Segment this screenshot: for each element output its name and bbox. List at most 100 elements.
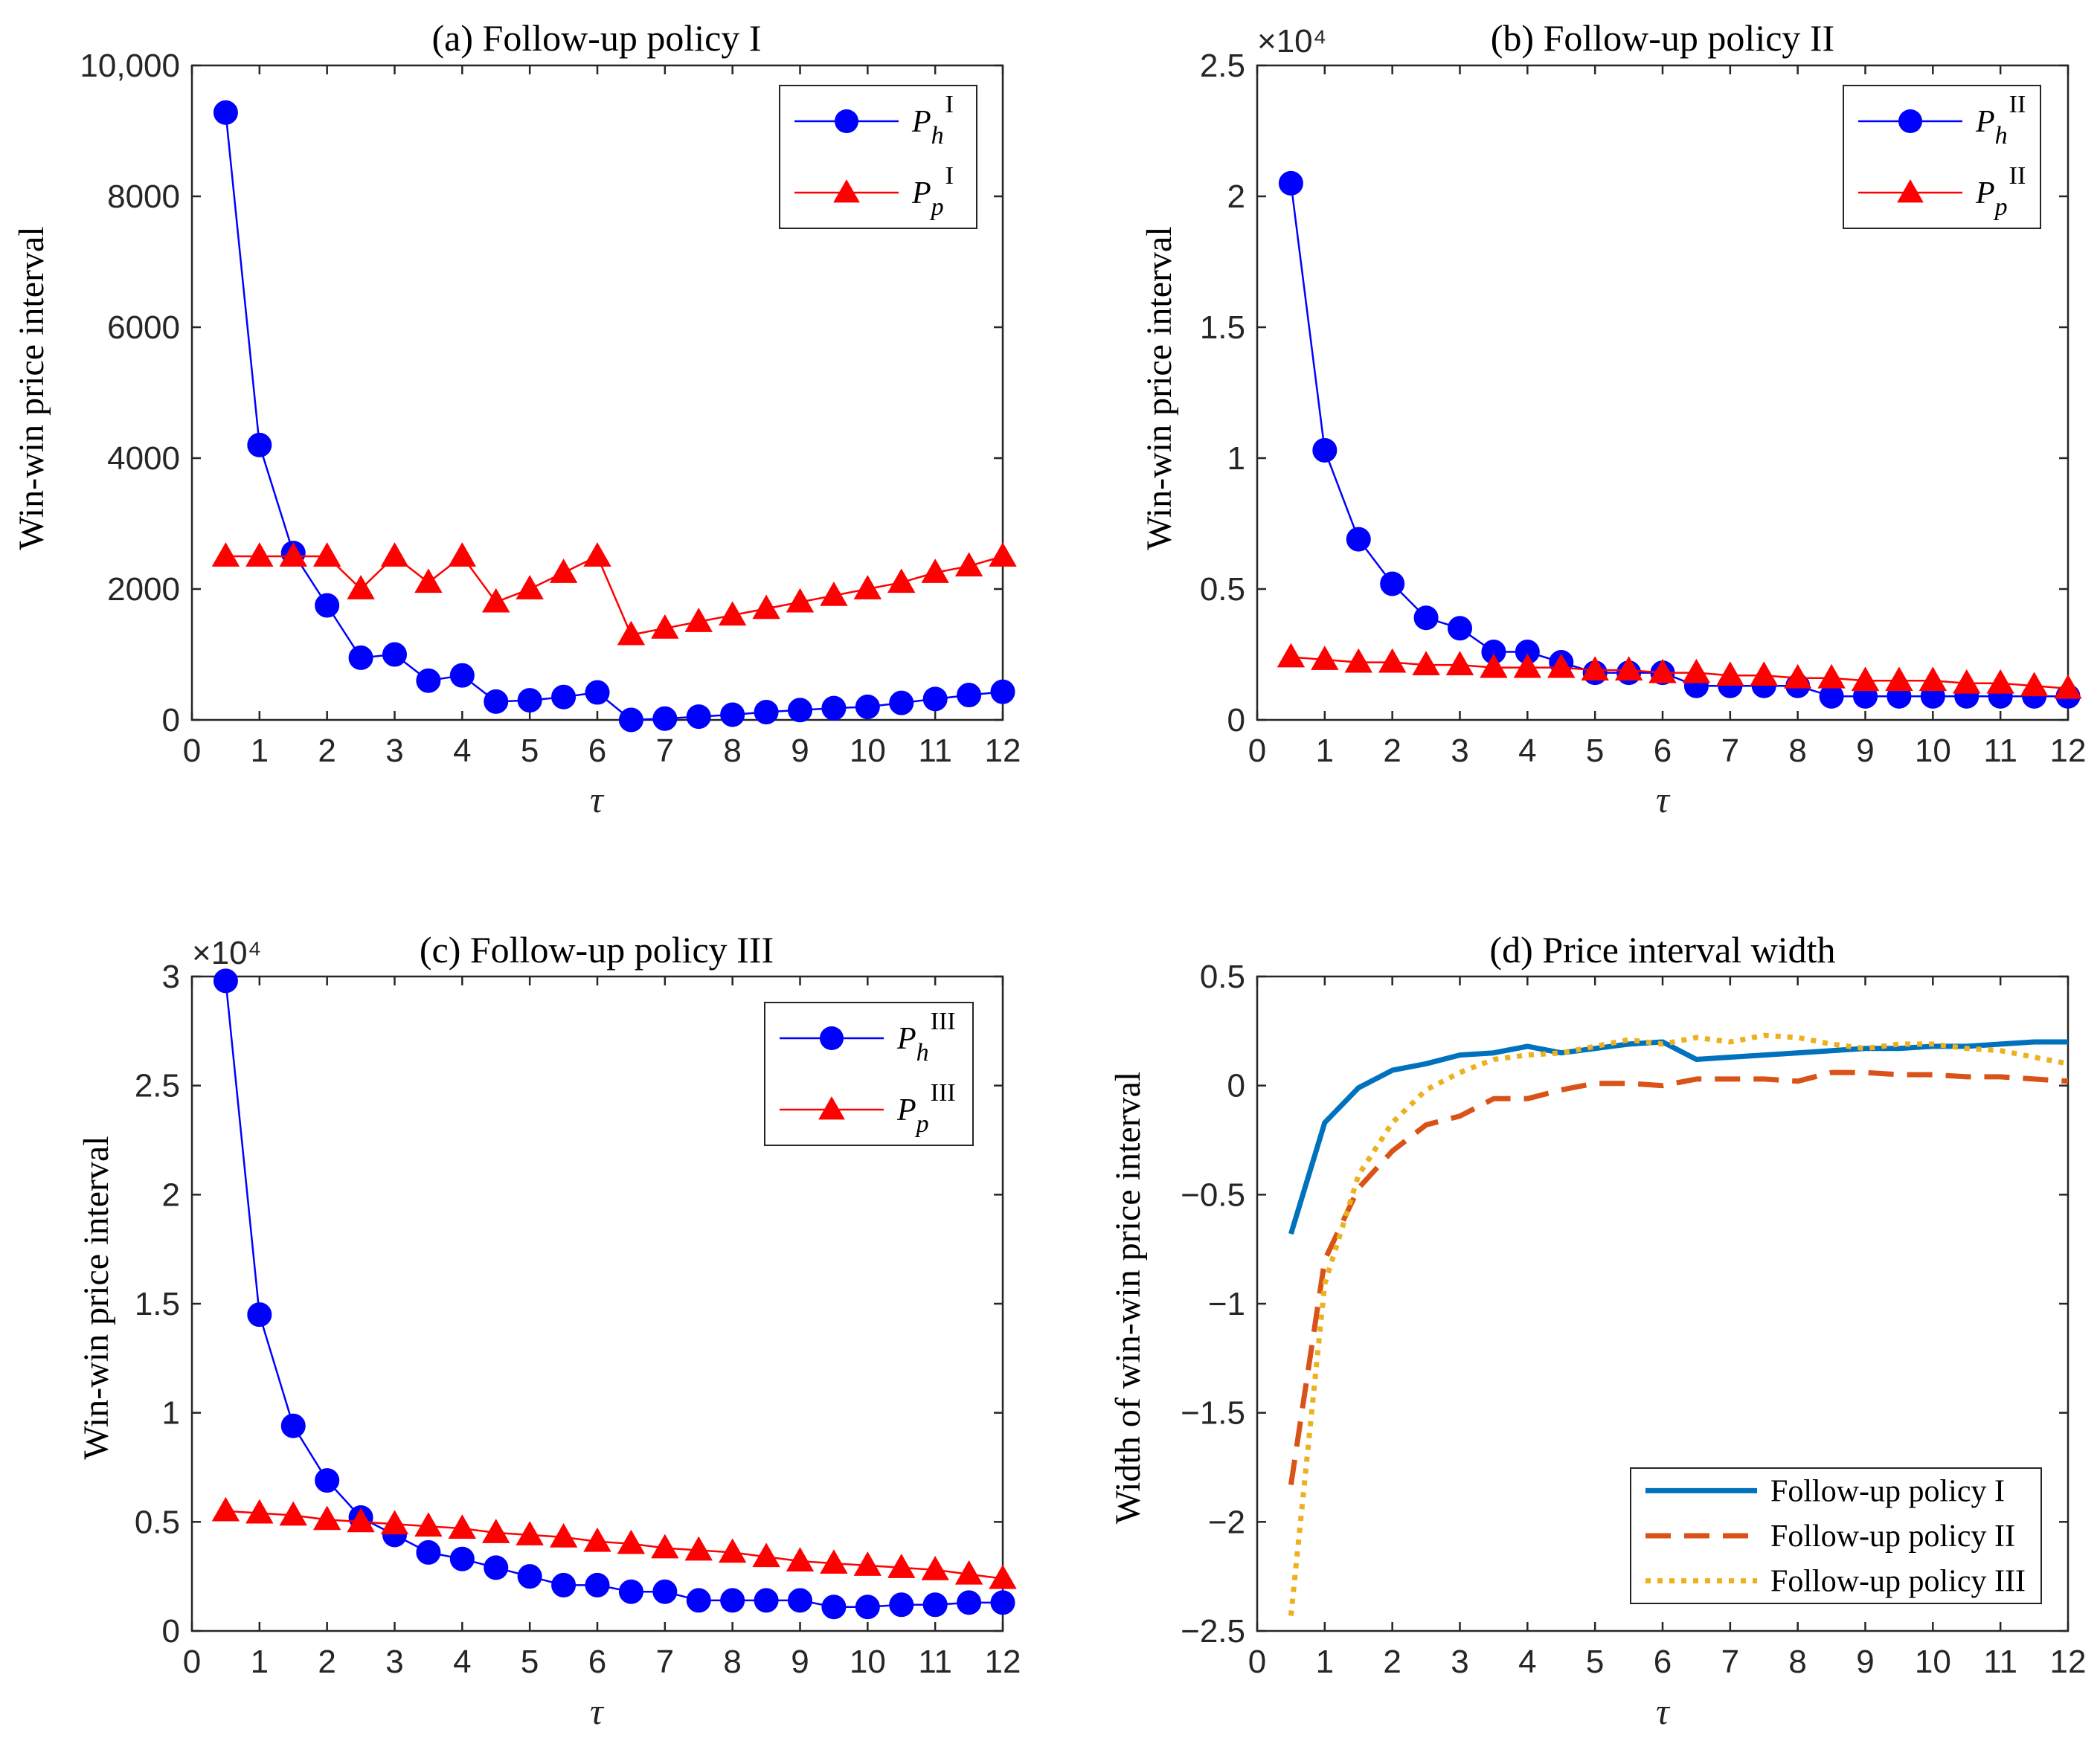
x-tick-label: 3 [385,733,403,769]
data-point [484,1555,509,1580]
legend-marker-0 [820,1026,844,1050]
x-tick-label: 8 [1788,733,1806,769]
legend-marker-0 [1898,109,1922,133]
data-point [754,699,779,724]
data-point [1953,669,1981,694]
y-tick-label: 1.5 [135,1286,180,1322]
data-point [315,593,340,618]
data-point [684,608,713,632]
y-tick-label: 0 [162,1613,180,1650]
legend-label-1: PpII [1975,162,2026,221]
data-point [786,588,815,613]
x-tick-label: 9 [1856,733,1874,769]
x-tick-label: 6 [1654,1644,1672,1680]
data-point [416,1539,441,1565]
data-point [1648,658,1677,683]
data-point [245,1499,274,1524]
x-tick-label: 10 [1915,733,1951,769]
series-line-d-0 [1288,1039,2068,1235]
data-point [853,1551,882,1576]
ylabel-c: Win-win price interval [77,1136,116,1459]
data-point [922,1592,948,1618]
data-point [1448,616,1472,641]
data-point [1277,643,1306,668]
data-point [718,1538,747,1563]
x-tick-label: 2 [1383,1644,1401,1680]
data-point [312,1505,341,1531]
x-tick-label: 5 [521,733,539,769]
data-point [380,542,409,567]
x-tick-label: 11 [1983,1644,2017,1680]
data-point [1750,661,1778,686]
legend-box-a [779,85,977,229]
data-point [652,1579,678,1604]
data-point [957,683,982,708]
legend-marker-0 [835,109,858,133]
data-point [1885,666,1913,692]
data-point [855,1595,880,1620]
x-tick-label: 10 [850,1644,886,1680]
data-point [516,575,544,599]
xlabel-a: τ [590,779,605,820]
x-tick-label: 9 [791,733,809,769]
data-point [247,432,272,457]
y-tick-label: 0 [162,702,180,739]
data-point [922,686,948,712]
data-point [889,690,914,715]
data-point [551,1572,577,1597]
data-point [957,1590,982,1615]
data-point [651,1534,679,1559]
x-tick-label: 5 [1586,733,1604,769]
data-point [754,1588,779,1613]
data-point [583,1527,611,1552]
x-tick-label: 1 [1316,733,1334,769]
data-point [752,1542,780,1568]
y-tick-label: 0.5 [1200,959,1245,995]
data-point [1445,651,1474,675]
data-point [1986,669,2014,694]
legend-label-0: Follow-up policy I [1770,1474,2005,1508]
x-tick-label: 7 [656,733,674,769]
data-point [1851,666,1880,692]
legend-label-2: Follow-up policy III [1770,1565,2026,1599]
data-point [954,1560,983,1585]
data-point [855,694,880,719]
x-tick-label: 4 [1518,733,1536,769]
data-point [921,1556,949,1580]
data-point [820,1549,848,1574]
x-tick-label: 9 [1856,1644,1874,1680]
legend-box-c [764,1002,974,1146]
data-point [1312,437,1338,463]
title-a: (a) Follow-up policy I [432,17,762,59]
x-tick-label: 9 [791,1644,809,1680]
xlabel-b: τ [1656,779,1671,820]
x-tick-label: 2 [318,733,335,769]
x-tick-label: 6 [588,1644,606,1680]
data-point [247,1302,272,1328]
data-point [618,707,643,733]
xlabel-c: τ [590,1690,605,1732]
data-point [1413,605,1439,631]
data-point [1344,648,1372,673]
panel-a: (a) Follow-up policy I Win-win price int… [12,17,1021,820]
y-tick-label: 2.5 [1200,48,1245,84]
data-point [1378,648,1407,673]
x-tick-label: 11 [918,1644,952,1680]
data-point [954,552,983,577]
data-point [752,594,780,620]
x-tick-label: 7 [656,1644,674,1680]
data-point [517,688,542,713]
x-tick-label: 4 [1518,1644,1536,1680]
data-point [989,1564,1017,1589]
data-point [347,575,375,599]
data-point [448,1514,477,1539]
y-multiplier-c: ×10⁴ [192,935,262,971]
legend-label-0: PhII [1975,91,2026,149]
data-point [2054,674,2082,699]
legend-marker-1 [818,1096,845,1120]
legend-b: PhII PpII [1843,85,2041,229]
data-point [2020,672,2049,697]
data-point [651,614,679,639]
data-point [1716,661,1744,686]
